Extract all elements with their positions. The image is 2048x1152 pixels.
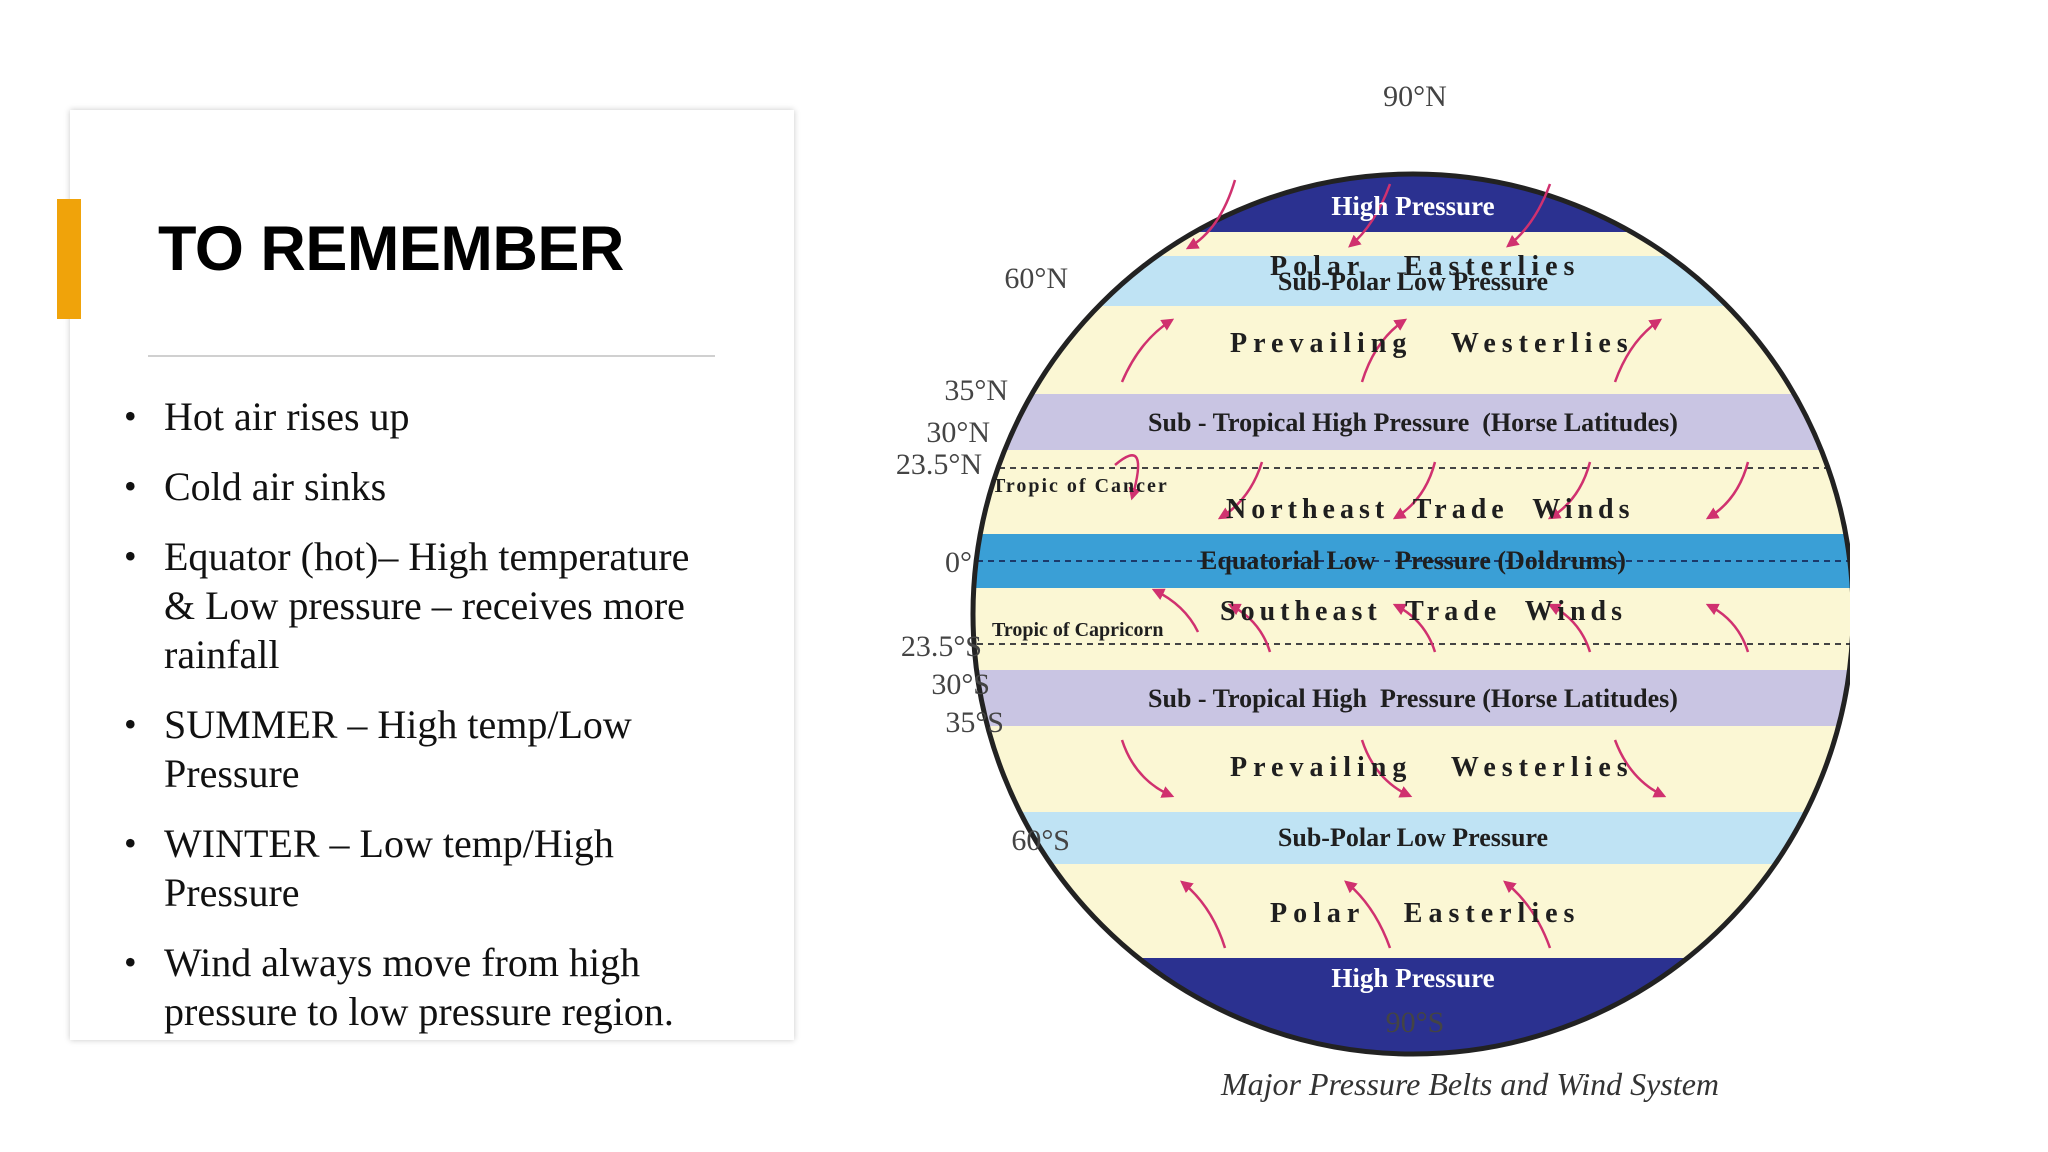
list-item: • Hot air rises up xyxy=(124,394,410,439)
arrow-se-2 xyxy=(1227,603,1272,653)
arrow-west-n-1 xyxy=(1120,318,1175,383)
arrow-ne-3 xyxy=(1392,461,1437,520)
arrow-ne-2 xyxy=(1217,461,1264,520)
arrow-polar-s-3 xyxy=(1503,880,1552,949)
lat-label-23n: 23.5°N xyxy=(896,448,982,481)
lat-label-90s: 90°S xyxy=(1386,1006,1445,1039)
lat-label-35n: 35°N xyxy=(944,374,1008,407)
band-subtropical-south xyxy=(973,670,1850,726)
list-item: • Equator (hot)– High temperature & Low p… xyxy=(124,534,690,677)
arrow-se-3 xyxy=(1392,603,1437,653)
lat-label-90n: 90°N xyxy=(1383,80,1447,113)
label-equatorial-low: Equatorial Low Pressure (Doldrums) xyxy=(1200,546,1626,575)
title-divider xyxy=(148,355,715,357)
lat-label-60s: 60°S xyxy=(1011,824,1070,857)
arrow-west-n-3 xyxy=(1613,318,1663,383)
pressure-belts-diagram: 90°N 60°N 35°N 30°N 23.5°N 0° 23.5°S 30°… xyxy=(896,80,1850,1102)
bullet-icon: • xyxy=(124,942,137,982)
label-tropic-of-capricorn: Tropic of Capricorn xyxy=(992,619,1163,641)
arrow-west-s-1 xyxy=(1120,739,1175,798)
lat-label-35s: 35°S xyxy=(945,706,1004,739)
label-high-pressure-south: High Pressure xyxy=(1331,963,1494,993)
diagram-caption: Major Pressure Belts and Wind System xyxy=(1220,1066,1719,1102)
label-polar-easterlies-south: Polar Easterlies xyxy=(1270,898,1580,929)
slide-title: TO REMEMBER xyxy=(158,214,624,284)
label-subpolar-north: Sub-Polar Low Pressure xyxy=(1278,267,1548,296)
bullet-icon: • xyxy=(124,466,137,506)
arrow-west-s-3 xyxy=(1613,739,1667,798)
list-item: • WINTER – Low temp/High Pressure xyxy=(124,821,614,915)
band-subtropical-north xyxy=(973,394,1850,450)
list-item: • Wind always move from high pressure to … xyxy=(124,940,674,1034)
label-tropic-of-cancer: Tropic of Cancer xyxy=(992,475,1169,497)
accent-bar xyxy=(57,199,81,319)
band-cream-background xyxy=(973,174,1850,1054)
label-ne-trade-winds: Northeast Trade Winds xyxy=(1226,494,1635,525)
arrow-se-1 xyxy=(1151,588,1200,633)
band-subpolar-south xyxy=(973,812,1850,864)
label-polar-easterlies-north: Polar Easterlies xyxy=(1270,251,1580,282)
wind-arrows xyxy=(1114,179,1750,949)
label-westerlies-north: Prevailing Westerlies xyxy=(1230,328,1634,359)
content-card xyxy=(70,110,794,1040)
bullet-icon: • xyxy=(124,536,137,576)
arrow-se-5 xyxy=(1705,603,1750,653)
label-high-pressure-north: High Pressure xyxy=(1331,191,1494,221)
list-item: • Cold air sinks xyxy=(124,464,387,509)
lat-label-30s: 30°S xyxy=(931,668,990,701)
arrow-polar-n-3 xyxy=(1506,183,1552,248)
lat-label-30n: 30°N xyxy=(926,416,990,449)
arrow-polar-n-1 xyxy=(1185,179,1237,250)
arrow-polar-n-2 xyxy=(1348,183,1392,248)
lat-label-0: 0° xyxy=(945,546,972,579)
bullet-icon: • xyxy=(124,396,137,436)
arrow-ne-4 xyxy=(1547,461,1592,520)
list-item: • SUMMER – High temp/Low Pressure xyxy=(124,702,632,796)
arrow-polar-s-2 xyxy=(1344,880,1392,949)
arrow-west-s-2 xyxy=(1360,739,1413,798)
label-subtropical-south: Sub - Tropical High Pressure (Horse Lati… xyxy=(1148,684,1678,713)
lat-label-60n: 60°N xyxy=(1004,262,1068,295)
arrow-ne-5 xyxy=(1705,461,1750,520)
bullet-list: • Hot air rises up • Cold air sinks • Equat… xyxy=(120,392,730,1057)
arrow-polar-s-1 xyxy=(1180,880,1227,949)
label-subtropical-north: Sub - Tropical High Pressure (Horse Lati… xyxy=(1148,408,1678,437)
globe-outline xyxy=(970,171,1850,1057)
label-westerlies-south: Prevailing Westerlies xyxy=(1230,752,1634,783)
arrow-ne-1 xyxy=(1114,454,1141,501)
bullet-icon: • xyxy=(124,823,137,863)
arrow-west-n-2 xyxy=(1360,318,1408,383)
lat-label-23s: 23.5°S xyxy=(901,630,982,663)
bullet-icon: • xyxy=(124,704,137,744)
label-se-trade-winds: Southeast Trade Winds xyxy=(1220,596,1627,627)
arrow-se-4 xyxy=(1547,603,1592,653)
label-subpolar-south: Sub-Polar Low Pressure xyxy=(1278,823,1548,852)
